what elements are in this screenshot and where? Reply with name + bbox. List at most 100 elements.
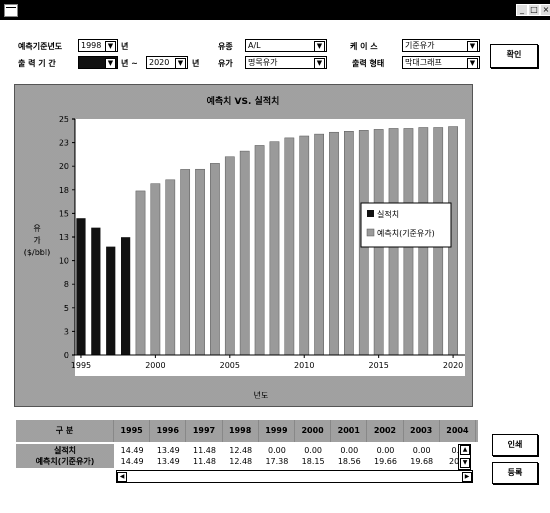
bar-forecast (135, 190, 146, 356)
table-vertical-scrollbar[interactable]: ▲ ▼ (458, 444, 471, 470)
y-tick-label: 23 (59, 139, 69, 148)
y-axis-title-line: 가 (33, 236, 41, 245)
x-tick-label: 2005 (220, 361, 240, 370)
x-axis-title: 년도 (254, 390, 269, 400)
bar-forecast (150, 183, 161, 356)
bar-actual (120, 237, 131, 355)
table-cell: 19.68 (410, 457, 434, 466)
base-year-label: 예측기준년도 (18, 42, 63, 51)
output-form-select[interactable]: 막대그래프 ▼ (402, 56, 480, 69)
bar-forecast (239, 150, 250, 356)
legend-box (360, 202, 452, 248)
bar-forecast (224, 156, 235, 356)
period-end-select[interactable]: 2020 ▼ (146, 56, 188, 69)
bar-forecast (195, 168, 205, 356)
x-tick-label: 1995 (71, 361, 91, 370)
confirm-button[interactable]: 확인 (490, 44, 538, 68)
app-icon[interactable] (4, 4, 18, 17)
table-header (16, 420, 478, 442)
table-cell: 17.38 (265, 457, 289, 466)
legend-label-forecast: 예측치(기준유가) (377, 228, 435, 238)
bar-forecast (210, 163, 220, 356)
table-cell: 0.00 (340, 446, 359, 455)
table-cell: 11.48 (193, 446, 216, 455)
register-button[interactable]: 등록 (492, 462, 538, 484)
period-start-select[interactable]: ▼ (78, 56, 118, 69)
table-cell: 0.00 (267, 446, 286, 455)
y-tick-label: 15 (59, 209, 69, 218)
y-tick-label: 25 (59, 115, 69, 124)
chevron-down-icon[interactable]: ▼ (105, 58, 116, 68)
price-select[interactable]: 명목유가 ▼ (245, 56, 327, 69)
scroll-left-icon[interactable]: ◀ (117, 472, 127, 482)
minimize-icon[interactable]: _ (516, 4, 528, 16)
chevron-down-icon[interactable]: ▼ (314, 58, 325, 68)
chart-title: 예측치 VS. 실적치 (207, 95, 280, 107)
table-cell: 13.49 (156, 457, 180, 466)
period-end-value: 2020 (149, 58, 170, 67)
chevron-down-icon[interactable]: ▼ (105, 41, 116, 51)
table-cell: 20.3 (440, 456, 476, 467)
bar-actual (91, 227, 101, 355)
y-tick-label: 10 (59, 257, 69, 266)
base-year-suffix: 년 (121, 42, 129, 51)
oil-type-value: A/L (248, 41, 261, 50)
table-year-header: 1996 (150, 420, 187, 442)
chevron-down-icon[interactable]: ▼ (175, 58, 186, 68)
bar-forecast (284, 137, 295, 356)
bar-forecast (254, 145, 265, 356)
table-year-header: 2000 (295, 420, 332, 442)
row-label-column (16, 444, 114, 468)
price-value: 명목유가 (248, 58, 278, 67)
print-button[interactable]: 인쇄 (492, 434, 538, 456)
x-tick-label: 2010 (294, 361, 314, 370)
scroll-down-icon[interactable]: ▼ (460, 458, 470, 468)
oil-type-label: 유종 (218, 42, 233, 51)
table-cell: 0.00 (412, 446, 431, 455)
scroll-right-icon[interactable]: ▶ (462, 472, 472, 482)
table-year-header: 2001 (331, 420, 368, 442)
chart-legend: 실적치 예측치(기준유가) (360, 202, 452, 248)
chevron-down-icon[interactable]: ▼ (314, 41, 325, 51)
x-tick-label: 2015 (368, 361, 388, 370)
table-year-header: 1998 (223, 420, 259, 442)
title-bar: _ □ × (0, 0, 550, 20)
oil-type-select[interactable]: A/L ▼ (245, 39, 327, 52)
table-cell: 11.48 (193, 457, 216, 466)
case-select[interactable]: 기준유가 ▼ (402, 39, 480, 52)
bar-actual (76, 218, 86, 355)
table-cell: 12.48 (229, 446, 253, 455)
base-year-select[interactable]: 1998 ▼ (78, 39, 118, 52)
chevron-down-icon[interactable]: ▼ (467, 58, 478, 68)
table-year-header: 1995 (114, 420, 151, 442)
output-form-label: 출력 형태 (352, 59, 385, 68)
y-axis-title: 유가 ($/bbl) (24, 224, 50, 257)
scroll-up-icon[interactable]: ▲ (460, 445, 470, 455)
table-year-header: 2002 (367, 420, 404, 442)
period-label: 출 력 기 간 (18, 59, 56, 68)
table-year-header: 2004 (440, 420, 476, 442)
table-year-header: 1997 (186, 420, 223, 442)
base-year-value: 1998 (81, 41, 102, 50)
period-end-suffix: 년 (192, 59, 200, 68)
x-tick-label: 2020 (443, 361, 463, 370)
maximize-icon[interactable]: □ (528, 4, 540, 16)
table-cell: 18.56 (337, 457, 361, 466)
y-tick-label: 18 (59, 186, 69, 195)
table-horizontal-scrollbar[interactable]: ◀ ▶ (116, 470, 473, 483)
table-cell: 14.49 (120, 446, 144, 455)
chart-panel: 예측치 VS. 실적치 유 가 ($/bbl) 년도 0 3 5 8 10 13 15 18 20 2… (14, 84, 473, 407)
table-cell: 12.48 (229, 457, 253, 466)
output-form-value: 막대그래프 (405, 58, 442, 67)
case-value: 기준유가 (405, 41, 435, 50)
bar-actual (106, 246, 116, 355)
row-label-forecast: 예측치(기준유가) (35, 457, 95, 466)
table-cell: 0.00 (304, 446, 322, 455)
chevron-down-icon[interactable]: ▼ (467, 41, 478, 51)
y-axis-title-line: ($/bbl) (24, 248, 50, 257)
close-icon[interactable]: × (540, 4, 550, 16)
table-year-header: 1999 (259, 420, 295, 442)
bar-forecast (344, 131, 354, 356)
bar-forecast (180, 169, 191, 356)
legend-swatch-forecast (366, 228, 375, 237)
